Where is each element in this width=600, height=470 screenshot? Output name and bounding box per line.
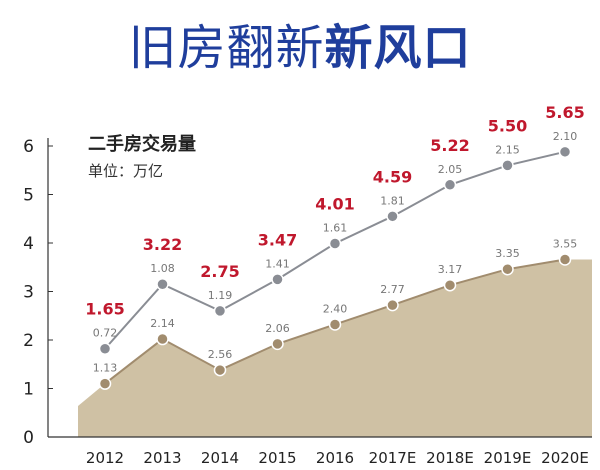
x-tick-label: 2017E xyxy=(369,449,417,467)
y-tick-label: 3 xyxy=(23,283,34,303)
line-layer xyxy=(98,145,572,390)
data-label: 2.15 xyxy=(495,143,520,156)
total-label: 1.65 xyxy=(85,300,124,319)
data-point xyxy=(156,277,169,291)
data-point xyxy=(271,273,284,286)
x-tick-label: 2014 xyxy=(201,449,239,467)
x-tick-label: 2013 xyxy=(143,449,181,467)
x-tick-label: 2020E xyxy=(541,449,589,467)
y-tick-label: 1 xyxy=(23,380,34,400)
data-point xyxy=(501,159,514,172)
headline: 旧房翻新 新风口 xyxy=(0,0,600,86)
x-tick-label: 2018E xyxy=(426,449,474,467)
total-label: 3.22 xyxy=(143,235,182,254)
y-tick-label: 4 xyxy=(23,234,34,254)
total-label: 5.50 xyxy=(488,116,527,135)
y-tick-label: 6 xyxy=(23,137,34,157)
data-label: 2.10 xyxy=(553,130,578,143)
x-tick-label: 2012 xyxy=(86,449,124,467)
x-tick-label: 2015 xyxy=(258,449,296,467)
chart-subtitle: 单位：万亿 xyxy=(88,162,163,180)
total-label: 5.65 xyxy=(545,103,584,122)
data-point xyxy=(443,278,457,292)
total-label: 4.59 xyxy=(373,167,412,186)
data-label: 2.14 xyxy=(150,317,175,330)
data-label: 0.72 xyxy=(93,327,118,340)
y-tick-label: 0 xyxy=(23,428,34,448)
label-layer: 1.13 2.14 2.56 2.06 2.40 2.77 3.17 3.35 3.55 0.72… xyxy=(85,103,584,375)
data-label: 2.56 xyxy=(208,348,233,361)
total-label: 5.22 xyxy=(430,136,469,155)
data-point xyxy=(443,178,457,192)
data-point xyxy=(271,337,284,351)
data-label: 2.40 xyxy=(323,302,348,315)
axis-layer: 0 1 2 3 4 5 6 2012 2013 2014 2015 2016 2017E 2018E 201… xyxy=(23,137,592,467)
data-point xyxy=(213,363,227,377)
data-point xyxy=(156,332,169,346)
data-point xyxy=(213,304,227,318)
y-tick-label: 2 xyxy=(23,331,34,351)
total-label: 3.47 xyxy=(258,230,297,249)
data-label: 1.19 xyxy=(208,289,233,302)
x-tick-label: 2019E xyxy=(484,449,532,467)
data-label: 1.81 xyxy=(380,194,405,207)
data-point xyxy=(386,298,399,312)
data-point xyxy=(98,342,112,355)
y-tick-label: 5 xyxy=(23,186,34,206)
data-label: 2.77 xyxy=(380,283,405,296)
data-label: 3.55 xyxy=(553,237,578,250)
total-label: 4.01 xyxy=(315,194,354,213)
data-label: 1.08 xyxy=(150,262,175,275)
data-label: 1.41 xyxy=(265,257,290,270)
chart-title: 二手房交易量 xyxy=(88,133,196,155)
data-point xyxy=(98,377,112,390)
data-point xyxy=(558,145,572,159)
data-point xyxy=(558,253,572,266)
data-label: 2.06 xyxy=(265,322,290,335)
headline-part2: 新风口 xyxy=(324,20,472,76)
data-label: 2.05 xyxy=(438,163,463,176)
area-layer xyxy=(78,259,592,437)
x-tick-label: 2016 xyxy=(316,449,354,467)
total-label: 2.75 xyxy=(200,262,239,281)
data-label: 3.35 xyxy=(495,247,520,260)
area-fill xyxy=(78,259,592,437)
data-label: 1.61 xyxy=(323,221,348,234)
data-label: 3.17 xyxy=(438,263,463,276)
data-point xyxy=(501,262,514,276)
data-point xyxy=(328,237,342,250)
data-label: 1.13 xyxy=(93,362,118,375)
data-point xyxy=(386,210,399,223)
headline-part1: 旧房翻新 xyxy=(128,20,325,76)
data-point xyxy=(328,318,342,331)
